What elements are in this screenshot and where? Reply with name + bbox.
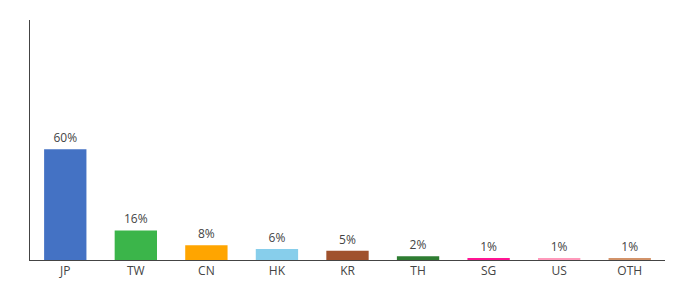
svg-text:8%: 8% bbox=[198, 225, 215, 242]
svg-text:60%: 60% bbox=[53, 129, 77, 146]
svg-text:TW: TW bbox=[127, 262, 145, 279]
svg-text:5%: 5% bbox=[339, 231, 356, 248]
svg-text:16%: 16% bbox=[124, 210, 148, 227]
svg-text:SG: SG bbox=[481, 262, 496, 279]
svg-text:2%: 2% bbox=[410, 236, 427, 253]
svg-text:JP: JP bbox=[59, 262, 70, 279]
svg-text:KR: KR bbox=[340, 262, 355, 279]
svg-text:1%: 1% bbox=[551, 238, 568, 255]
svg-text:HK: HK bbox=[269, 262, 286, 279]
svg-text:1%: 1% bbox=[621, 238, 638, 255]
svg-text:TH: TH bbox=[410, 262, 425, 279]
svg-text:6%: 6% bbox=[269, 229, 286, 246]
svg-text:1%: 1% bbox=[480, 238, 497, 255]
svg-text:CN: CN bbox=[198, 262, 215, 279]
svg-text:US: US bbox=[552, 262, 567, 279]
svg-text:OTH: OTH bbox=[617, 262, 642, 279]
